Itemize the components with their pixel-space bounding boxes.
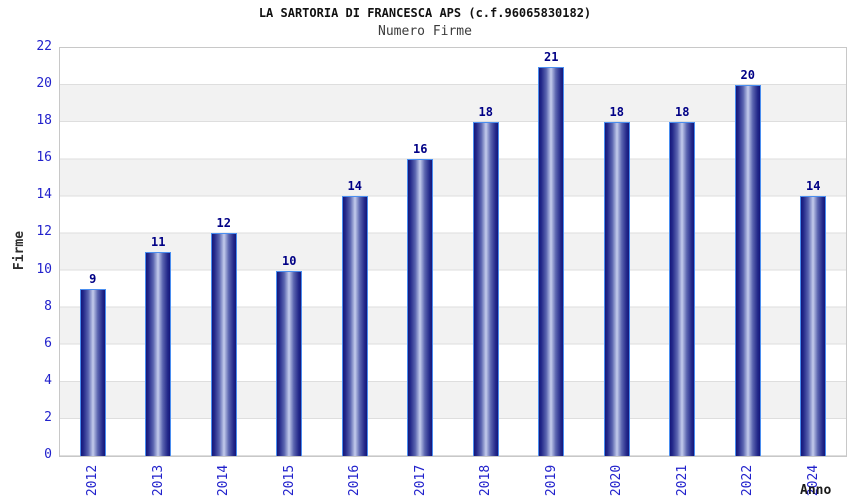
y-tick-label-4: 4 — [44, 372, 52, 388]
bar-2016 — [341, 196, 368, 456]
y-tick-label-12: 12 — [36, 224, 52, 240]
bar-value-label-2014: 12 — [216, 216, 231, 231]
x-tick-wrap-2014: 2014 — [202, 459, 246, 500]
plot-area: 9 11 12 10 14 16 18 21 18 18 20 14 — [59, 47, 847, 457]
x-tick-label-2021: 2021 — [674, 464, 690, 496]
bar-2015 — [276, 270, 303, 456]
y-tick-label-6: 6 — [44, 335, 52, 351]
y-tick-label-22: 22 — [36, 39, 52, 54]
chart-subtitle: Numero Firme — [378, 24, 472, 39]
x-tick-wrap-2021: 2021 — [660, 459, 704, 500]
bar-value-label-2016: 14 — [347, 179, 362, 194]
x-tick-label-2017: 2017 — [412, 464, 428, 496]
x-axis-title: Anno — [800, 483, 832, 498]
bar-2013 — [145, 252, 172, 456]
bar-value-label-2021: 18 — [675, 105, 690, 120]
bar-value-label-2024: 14 — [806, 179, 821, 194]
y-tick-label-10: 10 — [36, 261, 52, 277]
bar-value-label-2020: 18 — [609, 105, 624, 120]
bar-2019 — [538, 66, 565, 456]
x-tick-label-2013: 2013 — [150, 464, 166, 496]
x-tick-wrap-2022: 2022 — [726, 459, 770, 500]
x-tick-label-2012: 2012 — [85, 464, 101, 496]
bar-value-label-2015: 10 — [282, 253, 297, 268]
x-tick-label-2014: 2014 — [216, 464, 232, 496]
bar-value-label-2019: 21 — [544, 49, 559, 64]
bar-value-label-2017: 16 — [413, 142, 428, 157]
x-tick-label-2018: 2018 — [478, 464, 494, 496]
bar-2024 — [800, 196, 827, 456]
x-tick-label-2022: 2022 — [740, 464, 756, 496]
x-tick-wrap-2015: 2015 — [267, 459, 311, 500]
y-tick-label-2: 2 — [44, 409, 52, 425]
x-tick-wrap-2016: 2016 — [333, 459, 377, 500]
x-tick-wrap-2019: 2019 — [529, 459, 573, 500]
x-tick-wrap-2013: 2013 — [136, 459, 180, 500]
bar-2017 — [407, 159, 434, 456]
bar-value-label-2013: 11 — [151, 235, 166, 249]
y-tick-label-0: 0 — [44, 447, 52, 462]
bar-2022 — [734, 85, 761, 456]
x-tick-wrap-2020: 2020 — [595, 459, 639, 500]
x-tick-label-2019: 2019 — [543, 464, 559, 496]
y-tick-label-14: 14 — [36, 187, 52, 203]
y-tick-label-20: 20 — [36, 76, 52, 92]
y-tick-label-16: 16 — [36, 150, 52, 166]
x-tick-wrap-2012: 2012 — [71, 459, 115, 500]
y-tick-label-18: 18 — [36, 113, 52, 129]
bar-value-label-2018: 18 — [478, 105, 493, 120]
bar-value-label-2012: 9 — [89, 272, 97, 287]
chart-title: LA SARTORIA DI FRANCESCA APS (c.f.960658… — [258, 6, 592, 20]
bar-2020 — [603, 122, 630, 456]
bar-2014 — [210, 233, 237, 456]
bar-value-label-2022: 20 — [740, 68, 755, 83]
x-tick-label-2016: 2016 — [347, 464, 363, 496]
x-tick-wrap-2018: 2018 — [464, 459, 508, 500]
bar-2021 — [669, 122, 696, 456]
bar-2012 — [79, 289, 106, 456]
x-tick-label-2020: 2020 — [609, 464, 625, 496]
y-tick-label-8: 8 — [44, 298, 52, 314]
x-tick-label-2015: 2015 — [281, 464, 297, 496]
x-tick-wrap-2017: 2017 — [398, 459, 442, 500]
bar-2018 — [472, 122, 499, 456]
